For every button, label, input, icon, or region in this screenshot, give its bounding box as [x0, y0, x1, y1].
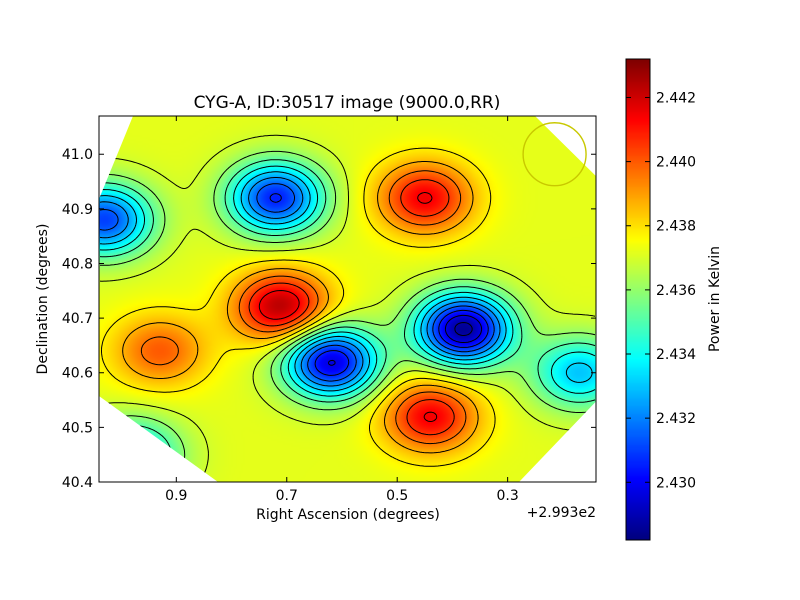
colorbar-tick-label: 2.440: [656, 155, 696, 171]
colorbar-tick-label: 2.434: [656, 347, 696, 363]
plot-area: [99, 116, 596, 482]
y-tick-label: 40.6: [62, 366, 93, 382]
plot-frame: [98, 115, 597, 483]
x-axis: 0.9 0.7 0.5 0.3: [165, 116, 519, 504]
colorbar-tick-label: 2.432: [656, 411, 696, 427]
colorbar-frame: [625, 58, 651, 541]
beam-marker: [522, 122, 587, 187]
y-tick-label: 40.9: [62, 202, 93, 218]
colorbar-tick-label: 2.430: [656, 475, 696, 491]
x-offset-label: +2.993e2: [527, 505, 596, 521]
x-axis-label: Right Ascension (degrees): [256, 507, 440, 523]
x-tick-label: 0.3: [497, 488, 519, 504]
y-axis: 40.4 40.5 40.6 40.7 40.8 40.9 41.0: [62, 147, 596, 491]
contour-lines: [99, 134, 596, 482]
heatmap-image: [99, 116, 596, 482]
colorbar-tick-label: 2.438: [656, 219, 696, 235]
y-tick-label: 40.8: [62, 256, 93, 272]
colorbar-ticks: 2.430 2.432 2.434 2.436 2.438 2.440 2.442: [626, 90, 696, 491]
contour-path: [99, 134, 596, 482]
y-axis-label: Declination (degrees): [35, 224, 51, 375]
colorbar-tick-label: 2.442: [656, 90, 696, 106]
x-tick-label: 0.7: [276, 488, 298, 504]
y-tick-label: 40.7: [62, 311, 93, 327]
colorbar-gradient: [626, 59, 650, 540]
colorbar-label: Power in Kelvin: [707, 246, 723, 352]
y-tick-label: 40.4: [62, 475, 93, 491]
colorbar-tick-label: 2.436: [656, 283, 696, 299]
y-tick-label: 40.5: [62, 420, 93, 436]
chart-title: CYG-A, ID:30517 image (9000.0,RR): [194, 93, 501, 113]
colorbar: 2.430 2.432 2.434 2.436 2.438 2.440 2.442 Powe…: [625, 58, 723, 541]
y-tick-label: 41.0: [62, 147, 93, 163]
x-tick-label: 0.9: [165, 488, 187, 504]
x-tick-label: 0.5: [386, 488, 408, 504]
